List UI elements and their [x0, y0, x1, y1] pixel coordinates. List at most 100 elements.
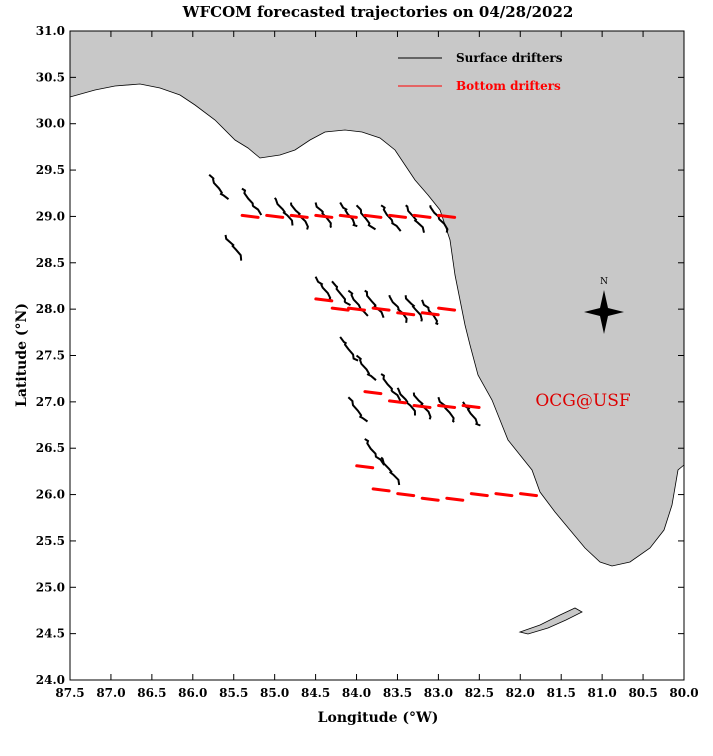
surface-track [429, 205, 449, 233]
surface-track [355, 204, 377, 231]
bottom-track [347, 306, 366, 312]
surface-track [208, 173, 230, 200]
x-tick-label: 81.5 [547, 686, 576, 700]
surface-track [339, 336, 359, 362]
compass-icon [584, 290, 624, 334]
legend-bottom-label: Bottom drifters [456, 79, 561, 93]
bottom-trajectories [240, 213, 538, 502]
bottom-track [314, 213, 334, 219]
y-tick-label: 24.0 [36, 673, 65, 687]
x-tick-label: 82.0 [506, 686, 535, 700]
y-tick-label: 28.0 [36, 302, 65, 316]
x-tick-label: 84.0 [342, 686, 371, 700]
surface-track [388, 294, 408, 323]
bottom-track [412, 404, 432, 409]
surface-track [396, 387, 416, 416]
surface-trajectories [208, 173, 481, 486]
compass-north-label: N [600, 277, 608, 287]
bottom-track [437, 404, 457, 409]
x-tick-label: 84.5 [301, 686, 330, 700]
y-tick-label: 24.5 [36, 627, 65, 641]
x-tick-label: 80.5 [628, 686, 657, 700]
surface-track [380, 373, 402, 402]
bottom-track [494, 492, 514, 498]
y-tick-label: 28.5 [36, 256, 65, 270]
y-tick-label: 31.0 [36, 24, 65, 38]
x-axis-label: Longitude (°W) [318, 710, 439, 726]
surface-track [405, 204, 425, 233]
y-tick-label: 27.0 [36, 395, 65, 409]
surface-track [355, 354, 377, 381]
y-tick-label: 30.0 [36, 117, 65, 131]
surface-track [273, 197, 294, 226]
x-tick-label: 82.5 [465, 686, 494, 700]
surface-track [331, 280, 351, 306]
y-tick-label: 29.5 [36, 163, 65, 177]
x-tick-label: 85.0 [260, 686, 289, 700]
y-tick-label: 25.5 [36, 534, 65, 548]
surface-track [380, 204, 402, 232]
bottom-track [314, 297, 334, 303]
surface-track [412, 392, 432, 420]
surface-track [314, 202, 333, 229]
bottom-track [437, 213, 457, 219]
bottom-track [519, 492, 538, 498]
surface-track [364, 289, 385, 319]
bottom-track [330, 306, 350, 312]
surface-track [364, 438, 386, 466]
bottom-track [355, 464, 375, 470]
surface-track [347, 396, 369, 423]
x-tick-label: 87.5 [55, 686, 84, 700]
compass-rose: N [584, 277, 624, 334]
bottom-track [265, 213, 285, 219]
x-tick-label: 86.0 [178, 686, 207, 700]
surface-track [339, 202, 358, 228]
y-tick-label: 30.5 [36, 70, 65, 84]
legend: Surface drifters Bottom drifters [398, 51, 563, 93]
y-axis-label: Latitude (°N) [14, 303, 30, 407]
bottom-track [371, 306, 391, 312]
land-florida-keys [518, 607, 583, 635]
x-axis: 87.5 87.0 86.5 86.0 85.5 85.0 84.5 84.0 83.5 83.0… [55, 31, 699, 700]
y-tick-label: 26.5 [36, 441, 65, 455]
bottom-track [338, 213, 358, 219]
bottom-track [388, 213, 407, 219]
bottom-track [437, 306, 457, 312]
surface-track [380, 456, 401, 486]
land-florida [69, 30, 685, 567]
bottom-track [445, 496, 465, 502]
surface-track [241, 187, 263, 216]
y-tick-label: 26.0 [36, 488, 65, 502]
credit-label: OCG@USF [535, 391, 630, 411]
y-tick-label: 29.0 [36, 209, 65, 223]
x-tick-label: 85.5 [219, 686, 248, 700]
bottom-track [420, 311, 440, 317]
surface-track [224, 234, 243, 261]
y-tick-label: 27.5 [36, 349, 65, 363]
bottom-track [289, 213, 309, 219]
surface-track [437, 396, 455, 423]
x-tick-label: 86.5 [137, 686, 166, 700]
bottom-track [469, 492, 489, 498]
bottom-track [363, 390, 383, 396]
bottom-track [412, 213, 432, 219]
legend-surface-label: Surface drifters [456, 51, 563, 65]
surface-track [290, 202, 309, 230]
bottom-track [240, 213, 260, 219]
x-tick-label: 81.0 [588, 686, 617, 700]
x-tick-label: 87.0 [96, 686, 125, 700]
chart-title: WFCOM forecasted trajectories on 04/28/2… [182, 3, 574, 21]
y-tick-label: 25.0 [36, 580, 65, 594]
surface-track [421, 299, 439, 326]
bottom-track [363, 213, 383, 219]
bottom-track [396, 311, 416, 317]
x-tick-label: 83.0 [424, 686, 453, 700]
x-tick-label: 83.5 [383, 686, 412, 700]
bottom-track [420, 496, 440, 502]
bottom-track [461, 404, 481, 409]
y-axis: 31.0 30.5 30.0 29.5 29.0 28.5 28.0 27.5 27.0 26.5… [36, 24, 684, 687]
surface-track [314, 276, 333, 302]
surface-track [404, 295, 423, 322]
bottom-track [396, 492, 416, 498]
